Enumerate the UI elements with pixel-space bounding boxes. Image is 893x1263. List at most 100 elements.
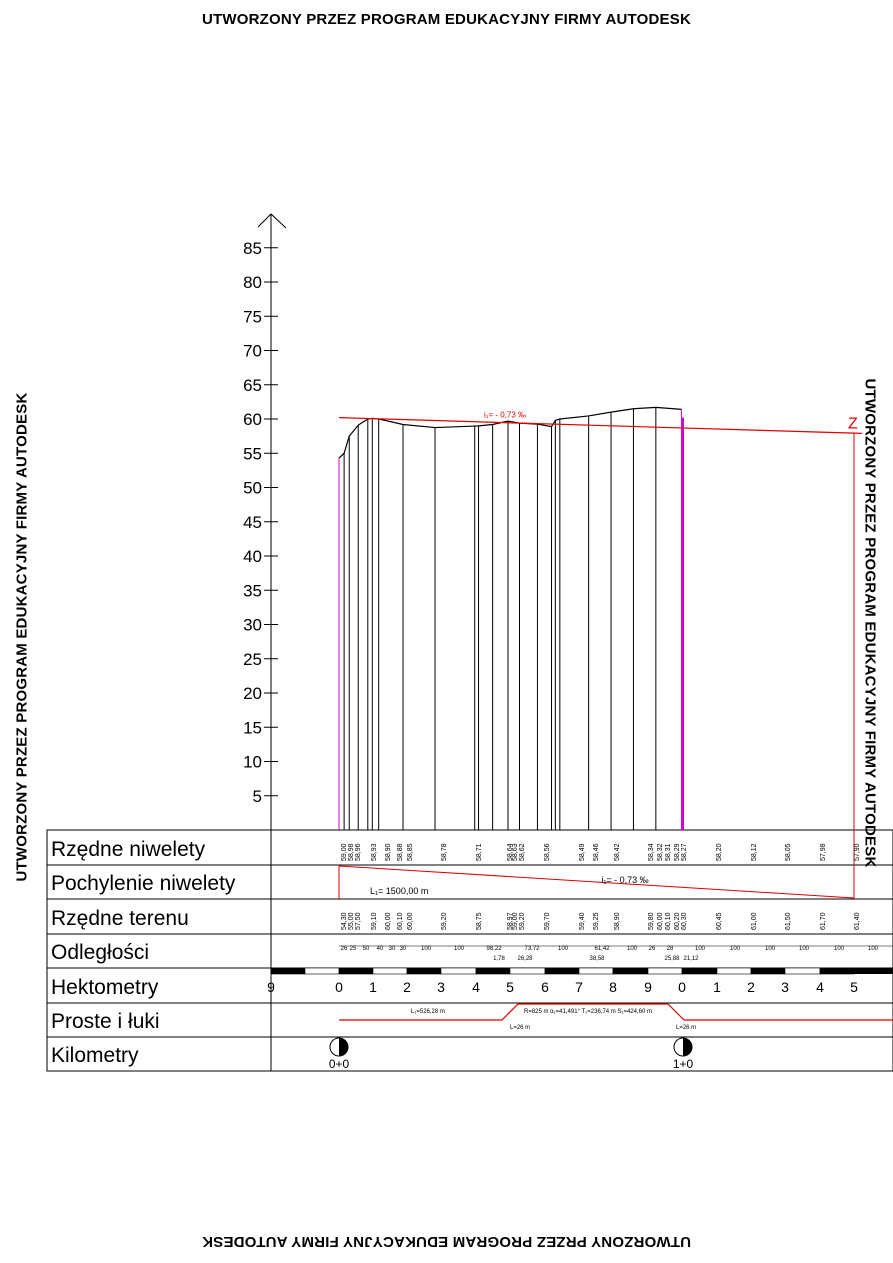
rzedne-terenu-value: 54,30 — [341, 912, 348, 930]
hectometer-segment — [647, 967, 683, 975]
hectometer-segment — [509, 967, 546, 975]
rzedne-terenu-value: 55,00 — [348, 912, 355, 930]
distance-value: 100 — [765, 946, 776, 952]
kilometer-label: 1+0 — [673, 1057, 694, 1071]
rzedne-terenu-value: 59,10 — [371, 912, 378, 930]
row-label-rzedne-niwelety: Rzędne niwelety — [51, 838, 206, 861]
rzedne-terenu-value: 60,20 — [674, 912, 681, 930]
grade-row-length: L₁= 1500,00 m — [370, 886, 428, 896]
transition-length-b: L=26 m — [676, 1025, 696, 1031]
distance-value: 30 — [389, 946, 396, 952]
rzedne-terenu-value: 59,70 — [544, 912, 551, 930]
rzedne-terenu-value: 60,00 — [407, 912, 414, 930]
row-label-hektometry: Hektometry — [51, 976, 159, 999]
rzedne-niwelety-value: 59,00 — [341, 843, 348, 861]
station-lines — [338, 407, 855, 899]
rzedne-terenu-value: 60,00 — [657, 912, 664, 930]
distance-value: 98,22 — [486, 946, 502, 952]
rzedne-terenu-value: 58,90 — [614, 912, 621, 930]
rzedne-niwelety-value: 58,85 — [407, 843, 414, 861]
rzedne-terenu-value: 59,20 — [441, 912, 448, 930]
y-tick-label: 30 — [243, 616, 262, 635]
rzedne-niwelety-value: 58,29 — [674, 843, 681, 861]
rzedne-niwelety-value: 58,63 — [512, 843, 519, 861]
y-tick-label: 70 — [243, 342, 262, 361]
hectometer-segment — [612, 967, 649, 975]
hectometer-segment — [544, 967, 580, 975]
arc-parameters: R=825 m α₁=41,491° T₁=236,74 m S₁=424,60… — [524, 1009, 652, 1015]
hectometer-segment — [854, 968, 893, 974]
rzedne-niwelety-value: 58,05 — [785, 843, 792, 861]
rzedne-terenu-value: 61,50 — [785, 912, 792, 930]
y-tick-label: 55 — [243, 444, 262, 463]
hectometer-label: 3 — [781, 979, 789, 995]
rzedne-terenu-value: 61,40 — [854, 912, 861, 930]
hectometer-segment — [406, 967, 442, 975]
distance-value: 61,42 — [594, 946, 610, 952]
table-border — [46, 829, 893, 1072]
data-table: Rzędne niwelety Pochylenie niwelety Rzęd… — [46, 829, 893, 1072]
hectometer-label: 1 — [713, 979, 721, 995]
transition-length-a: L=26 m — [510, 1025, 530, 1031]
distance-value: 40 — [377, 946, 384, 952]
rzedne-niwelety-value: 58,96 — [355, 843, 362, 861]
rzedne-niwelety-value: 58,34 — [648, 843, 655, 861]
distance-value-sub: 25,88 — [664, 956, 680, 962]
rzedne-niwelety-value: 58,88 — [397, 843, 404, 861]
y-tick-label: 60 — [243, 410, 262, 429]
rzedne-niwelety-value: 57,98 — [820, 843, 827, 861]
rzedne-terenu-value: 60,10 — [665, 912, 672, 930]
kilometer-half-icon — [339, 1038, 348, 1056]
rzedne-niwelety-value: 58,42 — [614, 843, 621, 861]
rzedne-terenu-value: 59,25 — [593, 912, 600, 930]
hectometer-segment — [681, 967, 718, 975]
row-label-odleglosci: Odległości — [51, 941, 149, 964]
profile-lines: i₁= - 0,73 ‰ Z — [338, 406, 863, 459]
rzedne-terenu-value: 60,30 — [681, 912, 688, 930]
rzedne-niwelety-value: 58,98 — [348, 843, 355, 861]
hectometer-label: 5 — [506, 979, 514, 995]
hectometer-label: 6 — [541, 979, 549, 995]
row-label-kilometry: Kilometry — [51, 1044, 139, 1067]
y-tick-label: 50 — [243, 479, 262, 498]
distance-value: 25 — [350, 946, 357, 952]
rzedne-terenu-value: 57,50 — [355, 912, 362, 930]
rzedne-niwelety-value: 58,64 — [507, 843, 514, 861]
grade-label: i₁= - 0,73 ‰ — [484, 411, 526, 420]
grade-line — [338, 417, 863, 434]
distance-value: 26 — [649, 946, 656, 952]
kilometer-half-icon — [683, 1038, 692, 1056]
distance-value: 28 — [667, 946, 674, 952]
hectometer-label: 2 — [747, 979, 755, 995]
hectometer-segment — [578, 967, 614, 975]
rzedne-terenu-value: 59,40 — [579, 912, 586, 930]
distance-value-sub: 1,78 — [493, 956, 505, 962]
kilometer-marker: 0+0 — [329, 1037, 350, 1071]
alignment-line — [339, 1003, 893, 1021]
y-tick-label: 65 — [243, 376, 262, 395]
rzedne-niwelety-value: 58,71 — [476, 843, 483, 861]
y-tick-label: 40 — [243, 547, 262, 566]
y-tick-label: 35 — [243, 581, 262, 600]
distance-value: 50 — [363, 946, 370, 952]
hectometer-label: 1 — [369, 979, 377, 995]
hectometer-segment — [372, 967, 408, 975]
rzedne-terenu-value: 59,20 — [519, 912, 526, 930]
hectometer-segment — [338, 967, 374, 975]
kilometer-label: 0+0 — [329, 1057, 350, 1071]
hectometer-segment — [440, 967, 477, 975]
hectometer-label: 7 — [575, 979, 583, 995]
hectometer-label: 2 — [403, 979, 411, 995]
distance-value: 100 — [868, 946, 879, 952]
rzedne-niwelety-value: 58,49 — [579, 843, 586, 861]
hectometer-label: 4 — [816, 979, 824, 995]
y-tick-label: 10 — [243, 753, 262, 772]
rzedne-terenu-value: 60,00 — [385, 912, 392, 930]
rzedne-niwelety-value: 58,93 — [371, 843, 378, 861]
hectometer-segment — [304, 967, 340, 975]
hectometer-segment — [784, 967, 821, 975]
y-axis-arrow — [257, 213, 287, 229]
y-tick-label: 75 — [243, 307, 262, 326]
hectometer-label: 3 — [437, 979, 445, 995]
hectometer-segment — [475, 967, 511, 975]
